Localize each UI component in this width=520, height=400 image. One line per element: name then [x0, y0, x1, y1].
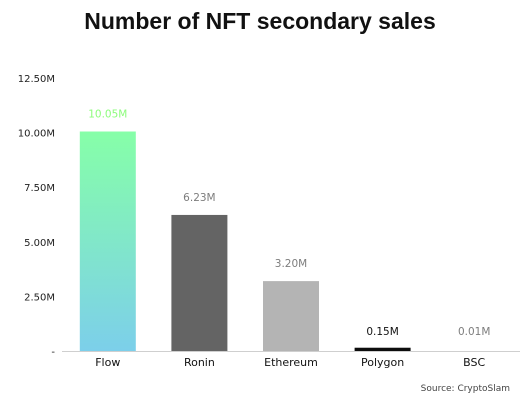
y-tick-label: 2.50M: [24, 292, 55, 303]
y-tick-label: 5.00M: [24, 238, 55, 249]
x-tick-label-ronin: Ronin: [184, 356, 215, 369]
source-note: Source: CryptoSlam: [420, 384, 510, 394]
bar-flow: [79, 131, 136, 351]
bar-ethereum: [263, 281, 319, 351]
value-label-ethereum: 3.20M: [275, 258, 307, 270]
bar-ronin: [171, 214, 228, 351]
value-label-flow: 10.05M: [88, 109, 127, 121]
value-label-bsc: 0.01M: [458, 326, 490, 338]
x-tick-label-flow: Flow: [95, 356, 120, 369]
bar-polygon: [354, 347, 411, 351]
bars: [79, 131, 503, 351]
x-tick-label-ethereum: Ethereum: [264, 356, 318, 369]
y-axis: - 2.50M 5.00M 7.50M 10.00M 12.50M: [18, 74, 56, 358]
value-labels: 10.05M 6.23M 3.20M 0.15M 0.01M: [88, 109, 490, 338]
y-tick-label: 10.00M: [18, 129, 55, 140]
x-axis-labels: Flow Ronin Ethereum Polygon BSC: [95, 356, 485, 369]
y-tick-label: 12.50M: [18, 74, 55, 85]
x-tick-label-bsc: BSC: [463, 356, 485, 369]
value-label-polygon: 0.15M: [366, 326, 398, 338]
chart-title: Number of NFT secondary sales: [84, 8, 436, 34]
x-tick-label-polygon: Polygon: [361, 356, 404, 369]
y-tick-label: -: [51, 347, 55, 358]
y-tick-label: 7.50M: [24, 183, 55, 194]
value-label-ronin: 6.23M: [183, 192, 215, 204]
